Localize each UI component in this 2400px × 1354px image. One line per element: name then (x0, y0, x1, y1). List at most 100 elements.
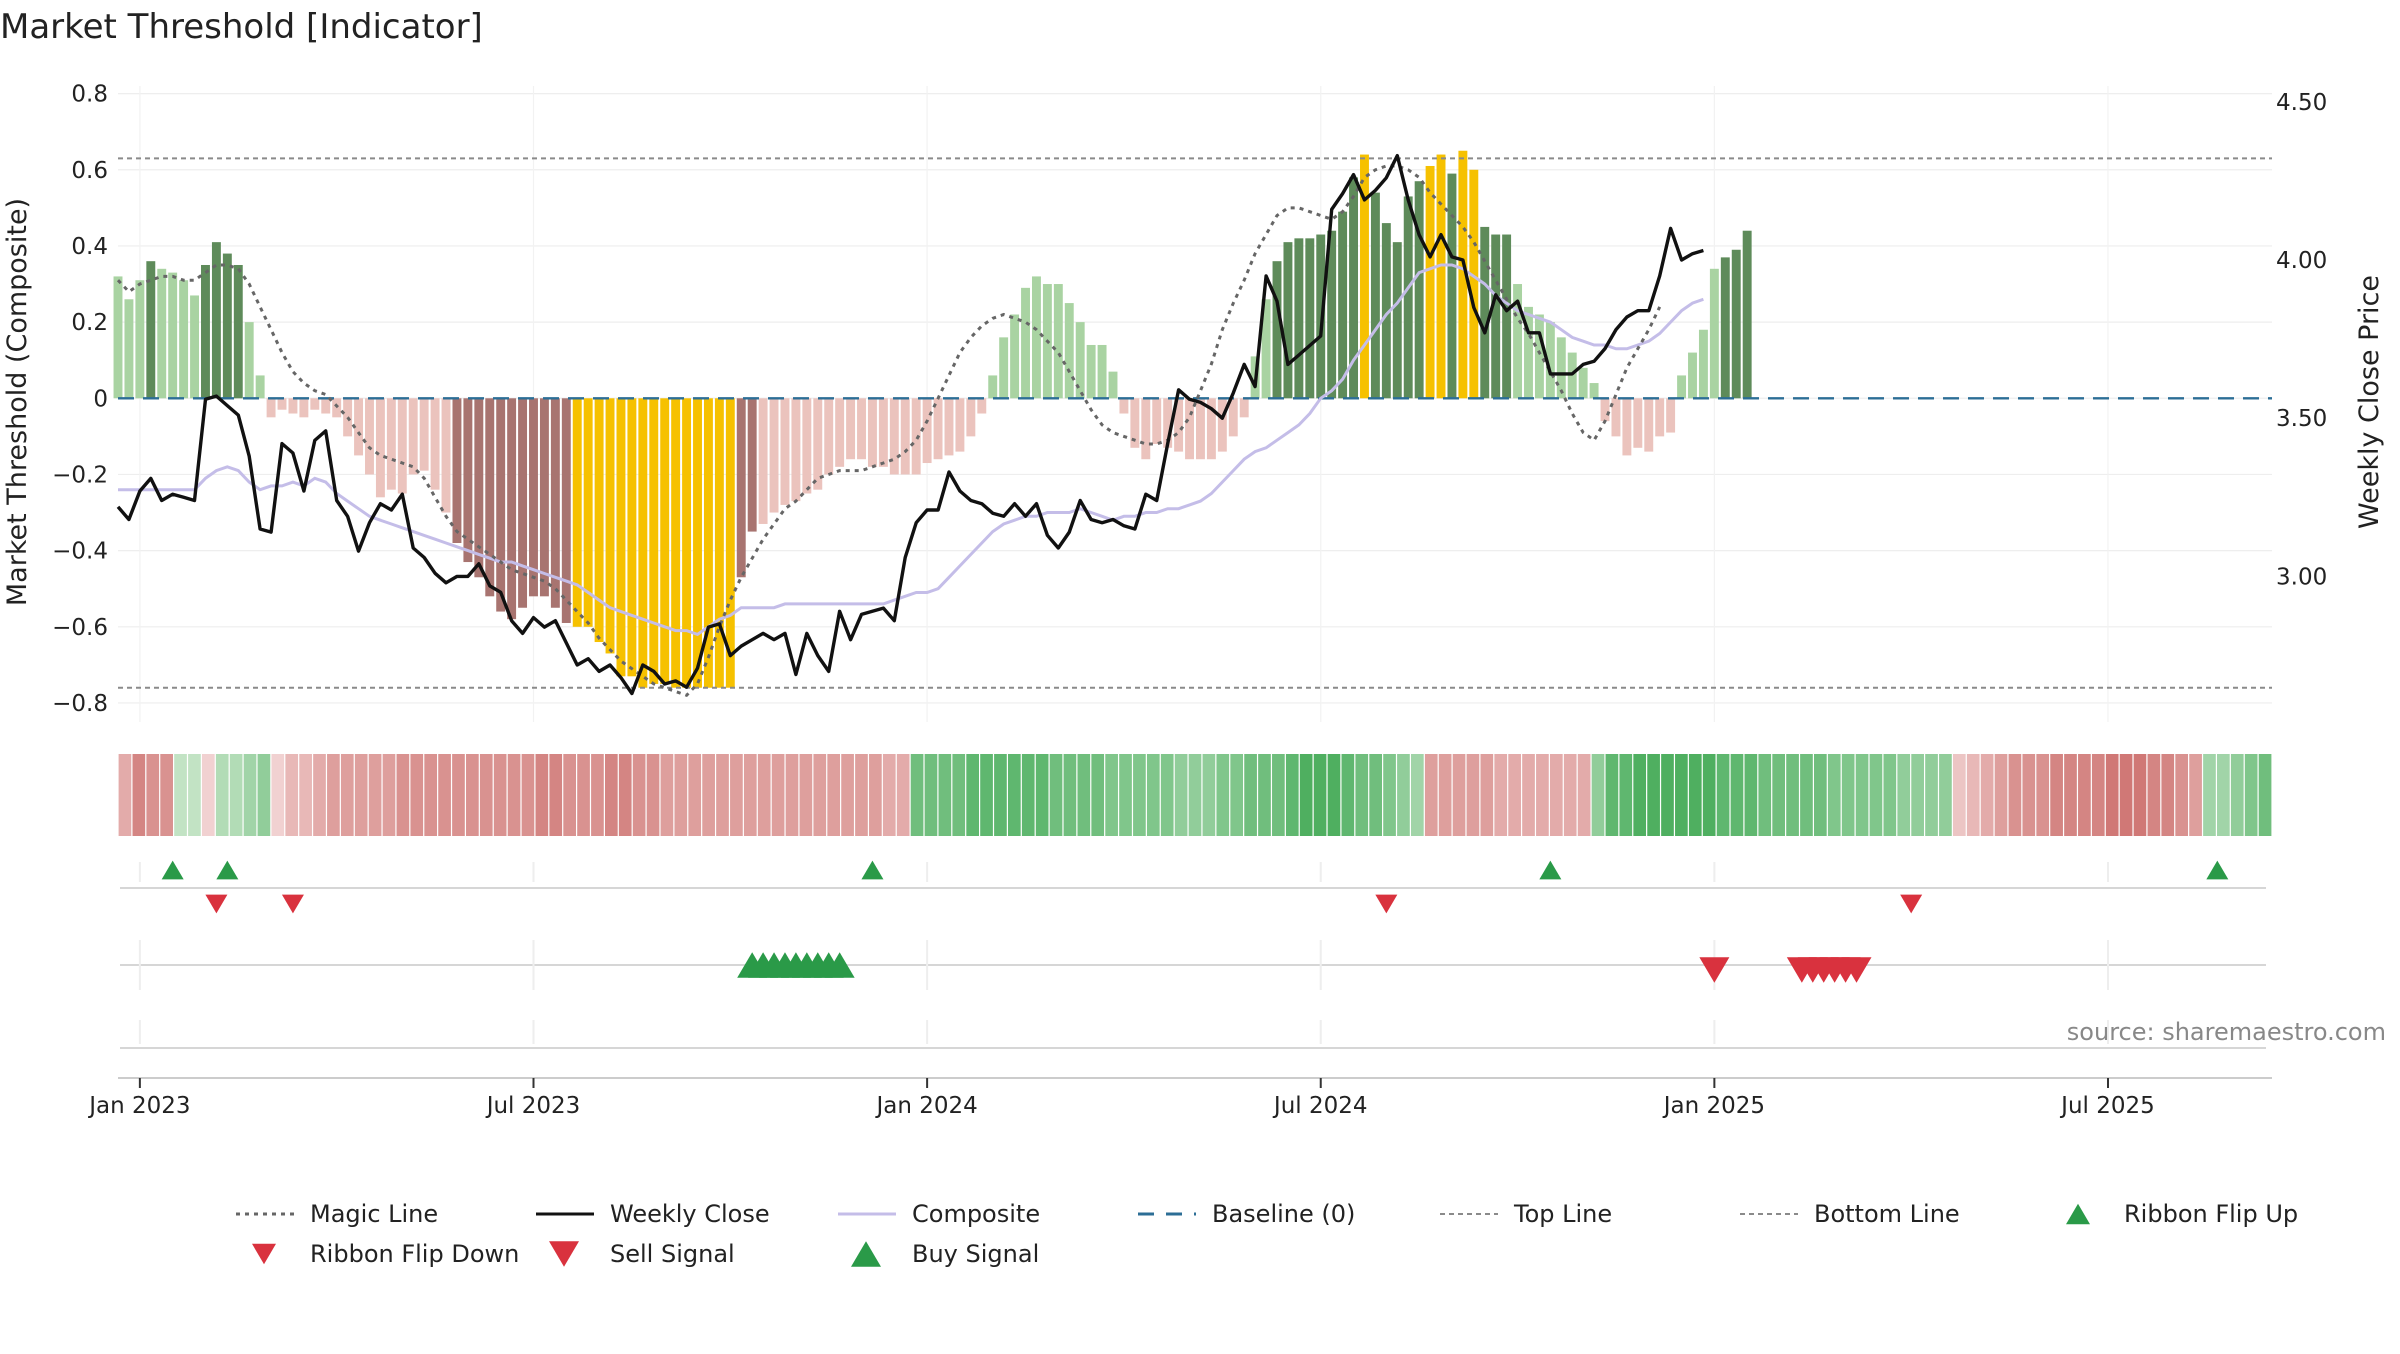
composite-bar (561, 398, 571, 623)
composite-bar (441, 398, 451, 513)
composite-bar (1338, 211, 1348, 399)
composite-bar (594, 398, 604, 643)
composite-bar (1666, 398, 1676, 433)
y-left-tick-label: 0.6 (71, 158, 108, 184)
composite-bar (889, 398, 899, 475)
ribbon-cell (799, 754, 813, 836)
legend-item: Ribbon Flip Up (2066, 1200, 2298, 1228)
ribbon-cell (1160, 754, 1174, 836)
ribbon-cell (243, 754, 257, 836)
composite-bar (867, 398, 877, 467)
ribbon-cell (1438, 754, 1452, 836)
ribbon-cell (535, 754, 549, 836)
composite-bar (1185, 398, 1194, 460)
ribbon-cell (1855, 754, 1869, 836)
y-axis-left-label: Market Threshold (Composite) (2, 198, 33, 606)
composite-bar (693, 398, 702, 688)
ribbon-cell (688, 754, 702, 836)
ribbon-cell (1688, 754, 1702, 836)
composite-bar (474, 398, 484, 578)
composite-bar (397, 398, 407, 494)
ribbon-cell (1285, 754, 1299, 836)
composite-bar (1152, 398, 1162, 444)
ribbon-cell (2147, 754, 2161, 836)
ribbon-cell (118, 754, 132, 836)
ribbon-cell (493, 754, 507, 836)
composite-bar (1447, 173, 1457, 399)
ribbon-cell (1174, 754, 1188, 836)
composite-bar (1283, 242, 1293, 399)
composite-bar (857, 398, 866, 460)
ribbon-cell (2119, 754, 2133, 836)
ribbon-cell (2064, 754, 2077, 836)
ribbon-cell (994, 754, 1007, 836)
composite-bar (1534, 314, 1544, 399)
legend-swatch-buy (851, 1241, 881, 1267)
ribbon-cell (2105, 754, 2119, 836)
ribbon-cell (1244, 754, 1257, 836)
ribbon-flip-up-marker (861, 860, 884, 880)
ribbon-cell (771, 754, 785, 836)
ribbon-cell (340, 754, 354, 836)
y-right-tick-label: 3.00 (2276, 564, 2327, 590)
y-left-tick-label: −0.2 (52, 462, 108, 488)
ribbon-cell (424, 754, 438, 836)
composite-bar (1720, 257, 1730, 399)
composite-bar (638, 398, 648, 688)
ribbon-cell (1258, 754, 1271, 836)
composite-bar (222, 253, 232, 399)
ribbon-cell (716, 754, 729, 836)
composite-bar (255, 375, 265, 399)
composite-bar (911, 398, 921, 475)
ribbon-cell (1647, 754, 1660, 836)
ribbon-cell (1744, 754, 1758, 836)
ribbon-cell (1925, 754, 1938, 836)
composite-bar (365, 398, 374, 475)
signal-rows (120, 860, 2266, 1049)
ribbon-cell (730, 754, 743, 836)
composite-bar (321, 398, 331, 414)
composite-bar (190, 295, 199, 399)
composite-bar (419, 398, 429, 471)
composite-bar (1403, 196, 1413, 399)
line-series (116, 153, 2272, 698)
composite-bar (1272, 261, 1282, 399)
composite-bar (1458, 150, 1468, 399)
composite-bar (1469, 169, 1479, 399)
composite-bar (539, 398, 549, 597)
composite-bar (616, 398, 626, 677)
y-left-tick-label: −0.8 (52, 691, 108, 717)
ribbon-cell (2036, 754, 2050, 836)
ribbon-cell (188, 754, 201, 836)
ribbon-cell (841, 754, 854, 836)
ribbon-cell (1814, 754, 1827, 836)
legend-label: Ribbon Flip Up (2124, 1200, 2298, 1228)
ribbon-cell (1035, 754, 1049, 836)
ribbon-cell (1091, 754, 1105, 836)
composite-bar (1097, 344, 1107, 399)
legend-swatch-flip-down (252, 1243, 276, 1265)
ribbon-cell (702, 754, 715, 836)
ribbon-cell (2217, 754, 2230, 836)
ribbon-cell (1480, 754, 1494, 836)
ribbon-cell (618, 754, 632, 836)
ribbon-cell (896, 754, 910, 836)
ribbon-cell (1536, 754, 1549, 836)
ribbon-cell (1730, 754, 1744, 836)
composite-bar (999, 337, 1009, 399)
ribbon-cell (1494, 754, 1508, 836)
composite-bar (1655, 398, 1665, 437)
ribbon-cell (1105, 754, 1118, 836)
buy-signal-marker (824, 952, 855, 978)
composite-bar (1021, 287, 1030, 399)
composite-bar (922, 398, 932, 464)
ribbon-flip-up-marker (216, 860, 239, 880)
composite-bar (649, 398, 659, 684)
composite-bar (1622, 398, 1632, 456)
composite-bar (277, 398, 287, 410)
ribbon-cell (1230, 754, 1244, 836)
composite-bar (179, 280, 189, 399)
ribbon-cell (1563, 754, 1577, 836)
ribbon-cell (2022, 754, 2036, 836)
